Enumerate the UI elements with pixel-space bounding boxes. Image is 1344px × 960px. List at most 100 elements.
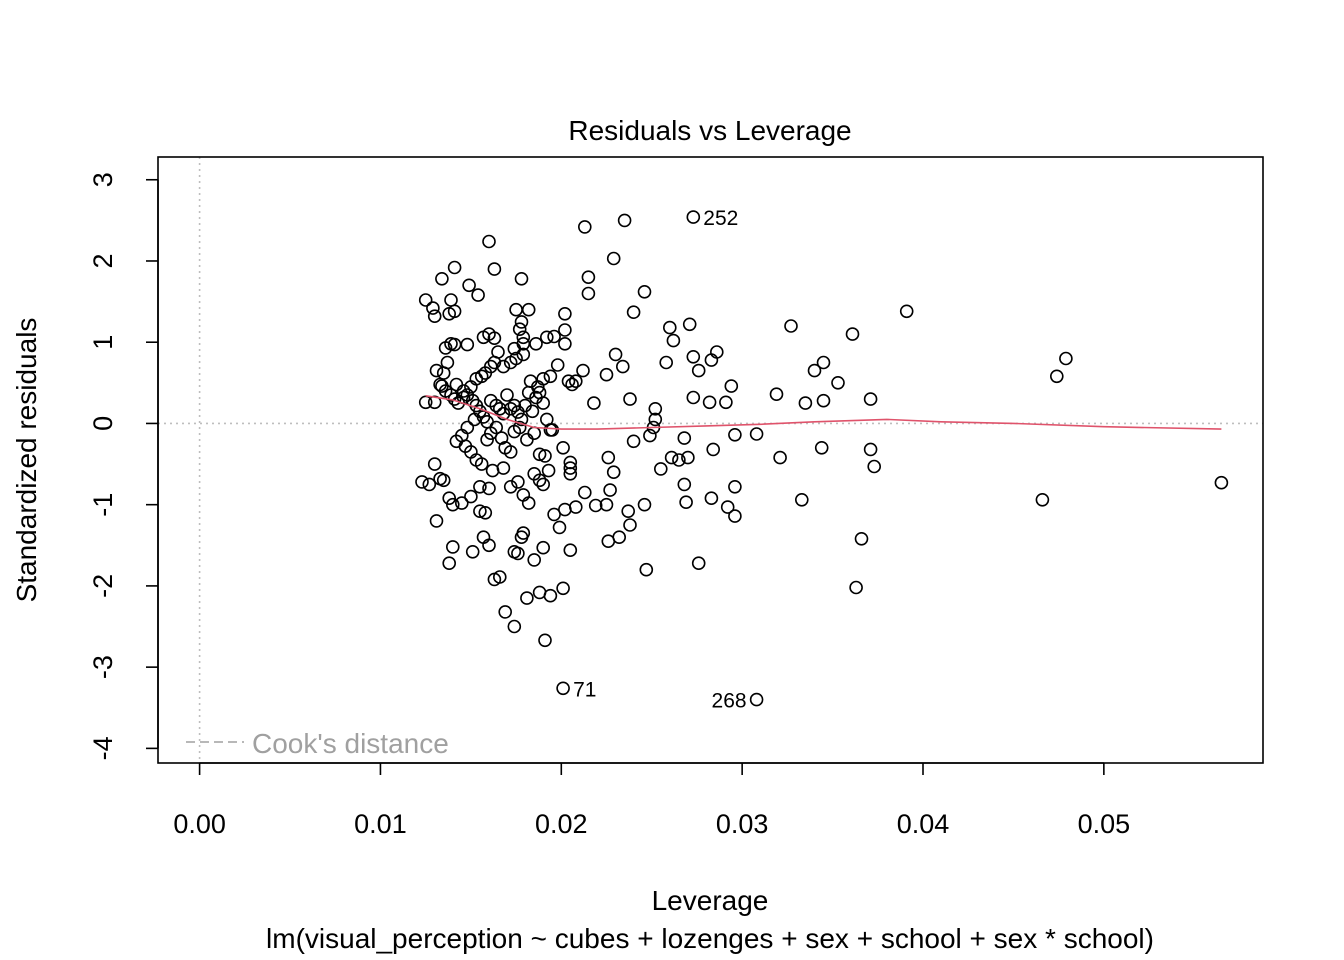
data-point — [527, 553, 542, 567]
data-point — [511, 475, 525, 489]
data-point — [558, 336, 572, 351]
data-point — [543, 369, 558, 384]
data-point — [623, 518, 637, 532]
data-point — [1059, 351, 1073, 366]
data-point — [682, 317, 697, 332]
data-point — [436, 473, 451, 488]
data-point — [456, 384, 471, 398]
y-tick-label: -4 — [88, 736, 118, 760]
legend: Cook's distance — [186, 728, 449, 759]
data-point — [489, 420, 504, 435]
data-point — [536, 477, 551, 492]
x-tick-label: 0.04 — [897, 809, 950, 839]
data-point — [677, 431, 692, 445]
data-point — [496, 461, 511, 475]
data-point — [558, 323, 572, 337]
data-point — [662, 320, 677, 335]
y-tick-label: -2 — [88, 574, 118, 598]
data-point — [465, 544, 480, 559]
data-point — [719, 395, 733, 410]
data-point — [615, 359, 630, 374]
x-axis: 0.00 0.01 0.02 0.03 0.04 0.05 — [173, 762, 1130, 839]
data-point — [556, 681, 570, 696]
point-annotations: 252 71 268 — [573, 207, 747, 712]
data-point — [514, 315, 529, 329]
data-point — [552, 520, 567, 535]
data-point — [474, 457, 489, 471]
data-point — [728, 509, 742, 523]
data-point — [427, 309, 442, 324]
data-point — [442, 556, 457, 571]
data-point — [706, 442, 721, 457]
data-point — [686, 349, 701, 364]
legend-label-cooks-distance: Cook's distance — [252, 728, 449, 759]
y-tick-label: -3 — [88, 655, 118, 679]
data-point — [648, 412, 663, 427]
data-point — [704, 491, 719, 506]
data-point — [603, 483, 617, 497]
data-point — [547, 329, 561, 344]
data-point — [749, 692, 764, 707]
data-point — [415, 475, 429, 489]
data-point — [427, 395, 442, 410]
data-point — [563, 461, 578, 475]
data-point — [536, 540, 551, 555]
data-point — [601, 450, 616, 465]
x-tick-label: 0.00 — [173, 809, 226, 839]
data-point — [666, 333, 681, 348]
chart-title: Residuals vs Leverage — [568, 115, 851, 146]
data-point — [514, 412, 529, 427]
data-point — [773, 450, 787, 465]
data-point — [565, 377, 579, 392]
data-point — [1050, 369, 1064, 384]
data-point — [659, 355, 674, 370]
data-point — [679, 495, 693, 510]
data-point — [606, 251, 621, 266]
data-point — [487, 355, 502, 370]
chart-subtitle: lm(visual_perception ~ cubes + lozenges … — [266, 923, 1154, 954]
data-point — [556, 440, 570, 455]
data-point — [561, 374, 576, 389]
data-point — [503, 401, 518, 416]
data-point — [816, 393, 831, 408]
data-point — [563, 543, 578, 558]
reference-lines — [158, 157, 1263, 763]
data-point — [749, 427, 764, 441]
data-point — [496, 406, 511, 421]
data-point — [444, 388, 458, 402]
data-point — [588, 498, 603, 513]
data-point — [507, 619, 522, 634]
data-point — [798, 396, 813, 410]
data-point — [702, 395, 717, 410]
data-point — [606, 465, 621, 480]
data-point — [473, 504, 487, 519]
point-label: 268 — [712, 690, 747, 713]
data-point — [474, 369, 489, 384]
data-point — [516, 330, 531, 345]
data-point — [577, 485, 592, 500]
data-point — [429, 363, 444, 378]
data-point — [525, 404, 540, 419]
data-point — [599, 497, 614, 512]
data-point — [728, 427, 742, 442]
data-point — [556, 581, 570, 596]
data-point — [509, 351, 523, 366]
data-point — [643, 428, 657, 443]
data-point — [494, 431, 509, 445]
data-point — [521, 385, 536, 400]
data-point — [511, 546, 525, 561]
data-point — [617, 213, 632, 228]
data-point — [639, 562, 654, 577]
data-point — [648, 401, 663, 416]
data-point — [845, 327, 860, 341]
data-point — [445, 540, 460, 554]
data-point — [637, 497, 652, 512]
data-point — [558, 306, 572, 321]
data-point — [626, 305, 641, 320]
data-point — [587, 396, 601, 410]
data-point — [538, 449, 552, 463]
data-point — [867, 459, 882, 474]
data-point — [849, 580, 863, 595]
data-point — [581, 286, 596, 301]
